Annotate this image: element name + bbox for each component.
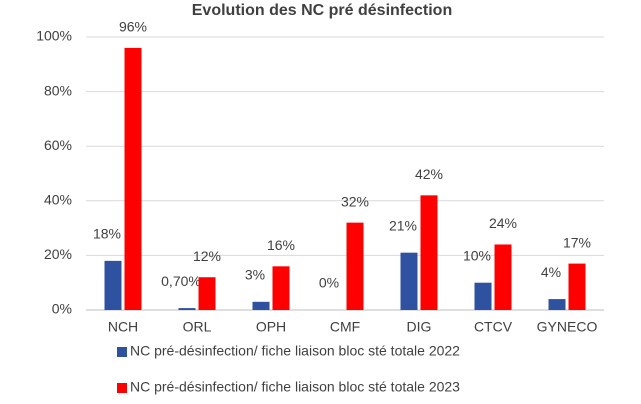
- data-label: 18%: [93, 226, 121, 242]
- bar: [252, 301, 270, 310]
- bar: [346, 222, 364, 310]
- bar: [272, 266, 290, 310]
- data-label: 0,70%: [161, 273, 201, 289]
- y-tick-label: 0%: [52, 301, 72, 317]
- data-label: 3%: [245, 267, 265, 283]
- bar: [104, 260, 122, 310]
- bar: [494, 244, 512, 310]
- bar: [198, 277, 216, 310]
- data-label: 4%: [541, 264, 561, 280]
- bar: [474, 282, 492, 310]
- x-tick-label: OPH: [256, 319, 286, 335]
- bar: [178, 308, 196, 310]
- data-label: 0%: [319, 275, 339, 291]
- data-label: 21%: [389, 217, 417, 233]
- y-tick-label: 100%: [36, 28, 72, 44]
- legend-label: NC pré-désinfection/ fiche liaison bloc …: [130, 379, 460, 395]
- bar: [400, 252, 418, 310]
- x-tick-label: ORL: [183, 319, 212, 335]
- y-tick-label: 40%: [44, 192, 72, 208]
- chart-title: Evolution des NC pré désinfection: [192, 2, 452, 19]
- data-label: 16%: [267, 237, 295, 253]
- legend-swatch: [117, 347, 127, 357]
- y-tick-label: 80%: [44, 82, 72, 98]
- data-label: 24%: [489, 215, 517, 231]
- data-label: 17%: [563, 234, 591, 250]
- bar: [124, 47, 142, 311]
- x-tick-label: CTCV: [474, 319, 513, 335]
- x-tick-label: NCH: [108, 319, 138, 335]
- y-tick-label: 60%: [44, 137, 72, 153]
- bar: [568, 263, 586, 310]
- data-label: 42%: [415, 166, 443, 182]
- data-label: 96%: [119, 19, 147, 35]
- data-label: 32%: [341, 193, 369, 209]
- x-tick-label: CMF: [330, 319, 360, 335]
- legend-label: NC pré-désinfection/ fiche liaison bloc …: [130, 343, 460, 359]
- x-tick-label: GYNECO: [537, 319, 598, 335]
- x-tick-label: DIG: [407, 319, 432, 335]
- bar: [420, 195, 438, 310]
- y-tick-label: 20%: [44, 246, 72, 262]
- data-label: 10%: [463, 247, 491, 263]
- data-label: 12%: [193, 248, 221, 264]
- legend-swatch: [117, 383, 127, 393]
- bar: [548, 299, 566, 310]
